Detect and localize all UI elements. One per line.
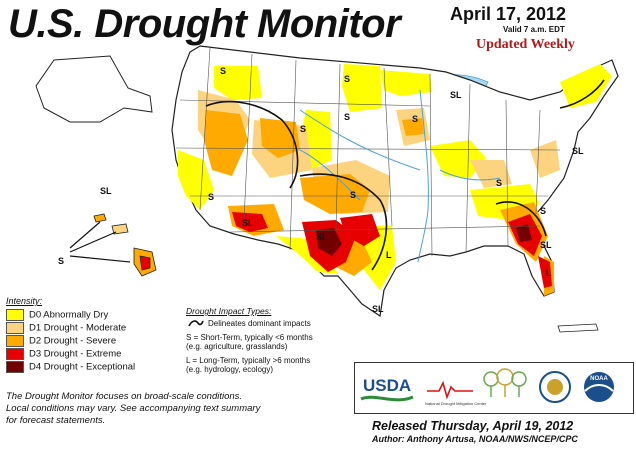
legend-title: Intensity:	[6, 296, 43, 306]
ndmc-logo: National Drought Mitigation Center	[425, 380, 487, 406]
partner-logos: USDA National Drought Mitigation Center …	[354, 362, 634, 414]
label-sl: SL	[372, 304, 384, 314]
legend-swatch	[6, 309, 24, 321]
noaa-logo: NOAA	[584, 372, 614, 402]
legend-item-d4: D4 Drought - Exceptional	[6, 361, 135, 373]
impact-boundary-symbol	[188, 320, 204, 327]
legend-swatch	[6, 335, 24, 347]
alaska-land	[35, 55, 153, 123]
label-l: L	[386, 250, 392, 260]
release-date: Released Thursday, April 19, 2012	[372, 419, 574, 433]
state-boundaries	[175, 47, 561, 257]
svg-text:USDA: USDA	[363, 376, 411, 395]
label-s: S	[344, 74, 350, 84]
hawaii	[93, 213, 157, 277]
rivers	[299, 89, 501, 263]
label-l: L	[546, 268, 552, 278]
impact-boundary-text: Delineates dominant impacts	[208, 319, 311, 328]
legend-item-d2: D2 Drought - Severe	[6, 335, 116, 347]
map-title: U.S. Drought Monitor	[8, 2, 401, 46]
short-term-example: (e.g. agriculture, grasslands)	[186, 342, 288, 351]
map-date: April 17, 2012	[450, 4, 567, 24]
legend-swatch	[6, 348, 24, 360]
impact-types-title: Drought Impact Types:	[186, 306, 272, 316]
disclaimer-note: The Drought Monitor focuses on broad-sca…	[6, 391, 261, 426]
valid-time: Valid 7 a.m. EDT	[503, 25, 565, 34]
label-s: S	[496, 178, 502, 188]
label-sl: SL	[316, 232, 328, 242]
long-term-example: (e.g. hydrology, ecology)	[186, 365, 274, 374]
label-s: S	[540, 206, 546, 216]
d4-areas	[316, 224, 532, 256]
legend-item-d1: D1 Drought - Moderate	[6, 322, 126, 334]
label-sl: SL	[100, 186, 112, 196]
hawaii-pointer-lines	[69, 221, 131, 263]
d2-areas	[204, 110, 554, 296]
impact-boundaries	[205, 79, 605, 271]
label-s: S	[220, 66, 226, 76]
usda-logo: USDA	[360, 376, 414, 402]
label-sl: SL	[572, 146, 584, 156]
updated-weekly-note: Updated Weekly	[476, 37, 575, 52]
label-s: S	[208, 192, 214, 202]
label-sl: SL	[450, 90, 462, 100]
label-s: S	[300, 124, 306, 134]
long-term-text: L = Long-Term, typically >6 months	[186, 356, 311, 365]
legend-item-d3: D3 Drought - Extreme	[6, 348, 121, 360]
legend-swatch	[6, 322, 24, 334]
svg-text:National Drought Mitigation Ce: National Drought Mitigation Center	[425, 401, 487, 406]
drought-map: S S S S S S S S S S SL SL SL SL SL SL SL…	[35, 45, 619, 333]
short-term-text: S = Short-Term, typically <6 months	[186, 333, 313, 342]
label-sl: SL	[242, 218, 254, 228]
label-s: S	[58, 256, 64, 266]
author-credit: Author: Anthony Artusa, NOAA/NWS/NCEP/CP…	[372, 434, 578, 444]
legend-item-d0: D0 Abnormally Dry	[6, 309, 108, 321]
label-sl: SL	[540, 240, 552, 250]
label-s: S	[350, 190, 356, 200]
label-s: S	[412, 114, 418, 124]
legend-swatch	[6, 361, 24, 373]
doc-seal-logo	[539, 371, 571, 403]
svg-text:NOAA: NOAA	[590, 376, 608, 382]
trees-logo	[483, 368, 527, 397]
puerto-rico	[557, 323, 599, 333]
label-s: S	[344, 112, 350, 122]
